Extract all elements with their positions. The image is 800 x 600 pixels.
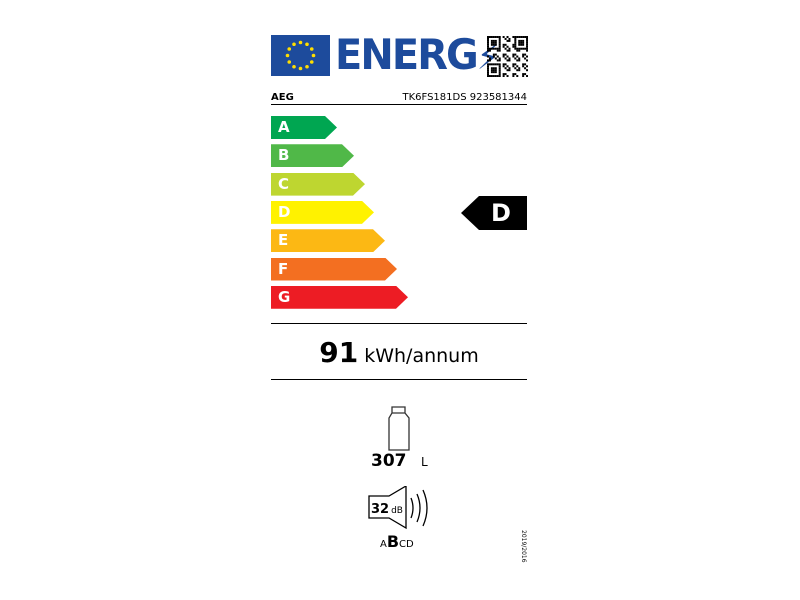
energy-class-f: F — [271, 258, 397, 281]
noise-value: 32 — [371, 502, 390, 517]
divider — [271, 104, 527, 105]
energy-class-c: C — [271, 173, 365, 196]
eu-flag — [271, 35, 330, 76]
energy-title: ENERG⚡ — [335, 30, 500, 79]
star-icon — [287, 60, 292, 64]
star-icon — [305, 64, 309, 69]
qr-code[interactable] — [487, 36, 529, 78]
noise-level: 32 dB — [371, 502, 403, 517]
star-icon — [292, 64, 296, 69]
speaker-icon — [368, 486, 428, 530]
star-icon — [309, 47, 314, 51]
noise-class-a: A — [380, 539, 387, 550]
star-icon — [309, 60, 314, 64]
energy-unit: kWh/annum — [364, 345, 479, 367]
energy-class-g: G — [271, 286, 408, 309]
energy-class-e: E — [271, 229, 385, 252]
noise-class-selected: B — [386, 532, 400, 551]
energy-consumption: 91 kWh/annum — [271, 336, 527, 369]
bottle-icon — [388, 406, 410, 451]
volume-value: 307 — [371, 451, 407, 471]
star-icon — [292, 42, 296, 47]
star-icon — [305, 42, 309, 47]
star-icon — [311, 53, 316, 58]
energy-class-a: A — [271, 116, 337, 139]
energy-class-b: B — [271, 144, 354, 167]
energy-value: 91 — [319, 336, 359, 369]
rated-class-arrow: D — [461, 196, 527, 230]
energy-class-d: D — [271, 201, 374, 224]
noise-class: ABCD — [380, 532, 414, 551]
title-text: ENERG — [335, 30, 479, 79]
star-icon — [287, 47, 292, 51]
divider — [271, 323, 527, 324]
star-icon — [298, 40, 303, 45]
star-icon — [285, 53, 290, 58]
noise-unit: dB — [391, 506, 403, 516]
star-icon — [298, 66, 303, 71]
brand: AEG — [271, 92, 294, 103]
model-number: TK6FS181DS 923581344 — [402, 92, 527, 103]
regulation-number: 2019/2016 — [520, 530, 527, 563]
divider — [271, 379, 527, 380]
volume-unit: L — [421, 455, 428, 469]
noise-class-cd: CD — [399, 539, 414, 550]
